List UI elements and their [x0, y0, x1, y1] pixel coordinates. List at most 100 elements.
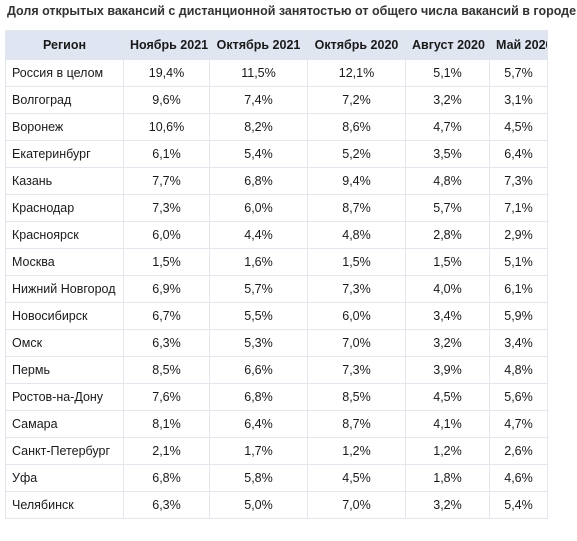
value-cell: 3,5%	[405, 140, 490, 168]
table-row: Ростов-на-Дону 7,6% 6,8% 8,5% 4,5% 5,6%	[5, 383, 548, 411]
value-cell: 8,5%	[307, 383, 406, 411]
value-cell: 4,5%	[405, 383, 490, 411]
value-cell: 3,2%	[405, 329, 490, 357]
value-cell: 5,9%	[489, 302, 548, 330]
value-cell: 6,9%	[123, 275, 210, 303]
value-cell: 3,2%	[405, 491, 490, 519]
value-cell: 1,7%	[209, 437, 308, 465]
value-cell: 1,2%	[307, 437, 406, 465]
value-cell: 5,6%	[489, 383, 548, 411]
value-cell: 8,5%	[123, 356, 210, 384]
value-cell: 6,4%	[489, 140, 548, 168]
value-cell: 5,7%	[209, 275, 308, 303]
region-cell: Омск	[5, 329, 124, 357]
value-cell: 7,6%	[123, 383, 210, 411]
value-cell: 4,1%	[405, 410, 490, 438]
value-cell: 3,4%	[489, 329, 548, 357]
value-cell: 8,7%	[307, 410, 406, 438]
region-cell: Уфа	[5, 464, 124, 492]
value-cell: 5,2%	[307, 140, 406, 168]
region-cell: Новосибирск	[5, 302, 124, 330]
value-cell: 4,0%	[405, 275, 490, 303]
table-row: Нижний Новгород 6,9% 5,7% 7,3% 4,0% 6,1%	[5, 275, 548, 303]
table-header: Регион Ноябрь 2021 Октябрь 2021 Октябрь 202…	[5, 30, 548, 60]
value-cell: 8,7%	[307, 194, 406, 222]
table-row: Россия в целом 19,4% 11,5% 12,1% 5,1% 5,7%	[5, 59, 548, 87]
region-cell: Пермь	[5, 356, 124, 384]
value-cell: 2,8%	[405, 221, 490, 249]
table-row: Новосибирск 6,7% 5,5% 6,0% 3,4% 5,9%	[5, 302, 548, 330]
value-cell: 6,6%	[209, 356, 308, 384]
value-cell: 4,4%	[209, 221, 308, 249]
table-row: Пермь 8,5% 6,6% 7,3% 3,9% 4,8%	[5, 356, 548, 384]
value-cell: 5,7%	[405, 194, 490, 222]
value-cell: 1,5%	[405, 248, 490, 276]
value-cell: 9,4%	[307, 167, 406, 195]
value-cell: 7,3%	[307, 356, 406, 384]
table-title: Доля открытых вакансий с дистанционной з…	[7, 4, 577, 18]
value-cell: 5,4%	[209, 140, 308, 168]
value-cell: 5,1%	[489, 248, 548, 276]
value-cell: 6,8%	[123, 464, 210, 492]
value-cell: 6,0%	[307, 302, 406, 330]
value-cell: 6,8%	[209, 383, 308, 411]
value-cell: 1,5%	[307, 248, 406, 276]
value-cell: 7,3%	[123, 194, 210, 222]
value-cell: 1,2%	[405, 437, 490, 465]
column-header: Август 2020	[405, 30, 490, 60]
value-cell: 7,3%	[489, 167, 548, 195]
value-cell: 5,7%	[489, 59, 548, 87]
value-cell: 5,3%	[209, 329, 308, 357]
region-cell: Ростов-на-Дону	[5, 383, 124, 411]
value-cell: 10,6%	[123, 113, 210, 141]
value-cell: 9,6%	[123, 86, 210, 114]
value-cell: 6,7%	[123, 302, 210, 330]
value-cell: 2,6%	[489, 437, 548, 465]
region-cell: Казань	[5, 167, 124, 195]
value-cell: 5,4%	[489, 491, 548, 519]
vacancies-table: Регион Ноябрь 2021 Октябрь 2021 Октябрь 202…	[5, 30, 548, 519]
region-cell: Нижний Новгород	[5, 275, 124, 303]
value-cell: 19,4%	[123, 59, 210, 87]
value-cell: 4,8%	[307, 221, 406, 249]
value-cell: 4,7%	[489, 410, 548, 438]
value-cell: 3,9%	[405, 356, 490, 384]
region-cell: Самара	[5, 410, 124, 438]
table-row: Волгоград 9,6% 7,4% 7,2% 3,2% 3,1%	[5, 86, 548, 114]
value-cell: 4,7%	[405, 113, 490, 141]
table-row: Санкт-Петербург 2,1% 1,7% 1,2% 1,2% 2,6%	[5, 437, 548, 465]
value-cell: 5,8%	[209, 464, 308, 492]
value-cell: 6,3%	[123, 491, 210, 519]
table-row: Самара 8,1% 6,4% 8,7% 4,1% 4,7%	[5, 410, 548, 438]
value-cell: 4,5%	[307, 464, 406, 492]
region-cell: Россия в целом	[5, 59, 124, 87]
value-cell: 7,0%	[307, 491, 406, 519]
value-cell: 3,1%	[489, 86, 548, 114]
value-cell: 6,0%	[123, 221, 210, 249]
value-cell: 7,7%	[123, 167, 210, 195]
value-cell: 7,1%	[489, 194, 548, 222]
region-cell: Челябинск	[5, 491, 124, 519]
value-cell: 6,1%	[123, 140, 210, 168]
value-cell: 1,6%	[209, 248, 308, 276]
column-header: Регион	[5, 30, 124, 60]
region-cell: Красноярск	[5, 221, 124, 249]
value-cell: 7,2%	[307, 86, 406, 114]
value-cell: 12,1%	[307, 59, 406, 87]
column-header: Ноябрь 2021	[123, 30, 210, 60]
value-cell: 5,0%	[209, 491, 308, 519]
region-cell: Волгоград	[5, 86, 124, 114]
table-row: Красноярск 6,0% 4,4% 4,8% 2,8% 2,9%	[5, 221, 548, 249]
value-cell: 4,6%	[489, 464, 548, 492]
value-cell: 6,4%	[209, 410, 308, 438]
region-cell: Екатеринбург	[5, 140, 124, 168]
value-cell: 8,6%	[307, 113, 406, 141]
value-cell: 5,1%	[405, 59, 490, 87]
value-cell: 2,1%	[123, 437, 210, 465]
table-row: Казань 7,7% 6,8% 9,4% 4,8% 7,3%	[5, 167, 548, 195]
value-cell: 6,1%	[489, 275, 548, 303]
value-cell: 6,3%	[123, 329, 210, 357]
value-cell: 1,8%	[405, 464, 490, 492]
value-cell: 4,8%	[405, 167, 490, 195]
region-cell: Воронеж	[5, 113, 124, 141]
